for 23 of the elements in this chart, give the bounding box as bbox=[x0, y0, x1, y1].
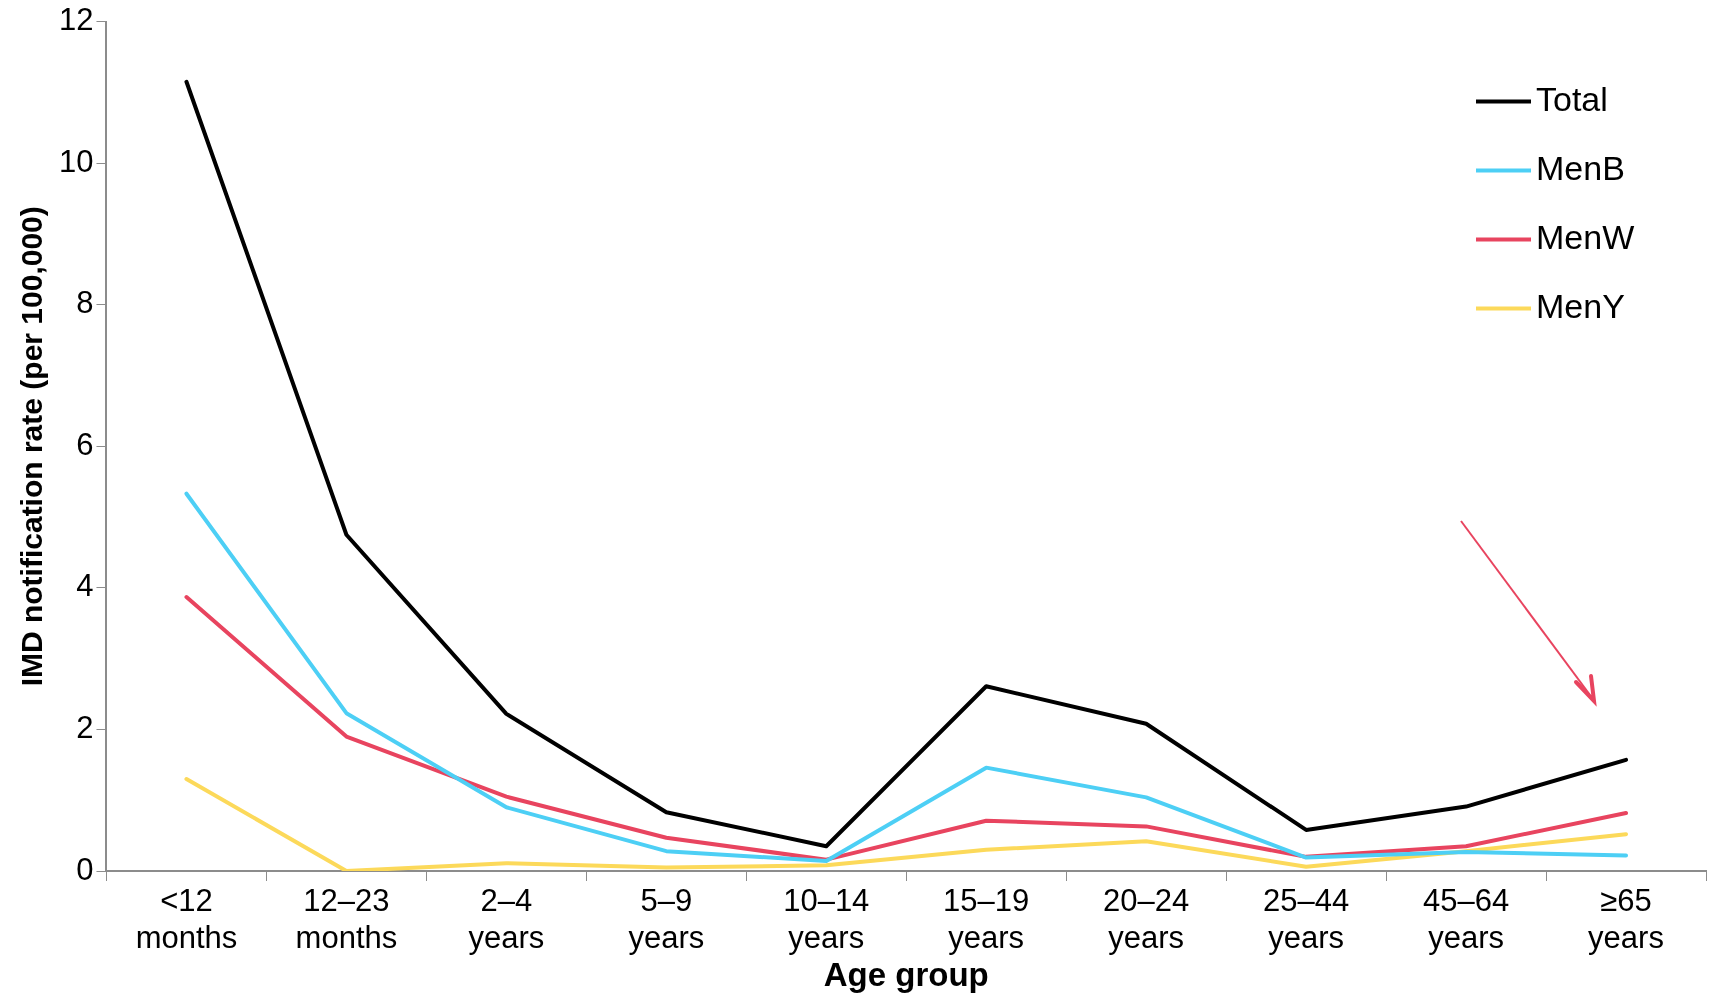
x-tick-label: 12–23 months bbox=[295, 883, 398, 956]
y-tick-label: 4 bbox=[76, 568, 94, 604]
x-tick-label: <12 months bbox=[135, 883, 238, 956]
x-tick-label: 20–24 years bbox=[1103, 883, 1190, 956]
x-tick-label: 15–19 years bbox=[943, 883, 1030, 956]
x-tick-label: 5–9 years bbox=[628, 883, 705, 956]
y-tick-label: 8 bbox=[76, 285, 94, 321]
x-axis-title: Age group bbox=[823, 956, 989, 994]
legend-label: Total bbox=[1536, 79, 1608, 118]
x-tick-label: 25–44 years bbox=[1263, 883, 1350, 956]
y-tick-label: 6 bbox=[76, 426, 94, 462]
legend-label: MenB bbox=[1536, 148, 1625, 187]
y-tick-label: 2 bbox=[76, 709, 94, 745]
y-tick-label: 12 bbox=[59, 2, 94, 38]
y-tick-label: 10 bbox=[59, 143, 94, 179]
x-tick-label: 45–64 years bbox=[1422, 883, 1510, 956]
legend-label: MenW bbox=[1536, 217, 1635, 256]
x-tick-label: 10–14 years bbox=[783, 883, 870, 956]
legend-label: MenY bbox=[1536, 286, 1625, 325]
y-tick-label: 0 bbox=[76, 851, 94, 887]
x-tick-label: 2–4 years bbox=[468, 883, 545, 956]
y-axis-title: IMD notification rate (per 100,000) bbox=[15, 206, 49, 687]
x-tick-label: ≥65 years bbox=[1588, 883, 1664, 956]
